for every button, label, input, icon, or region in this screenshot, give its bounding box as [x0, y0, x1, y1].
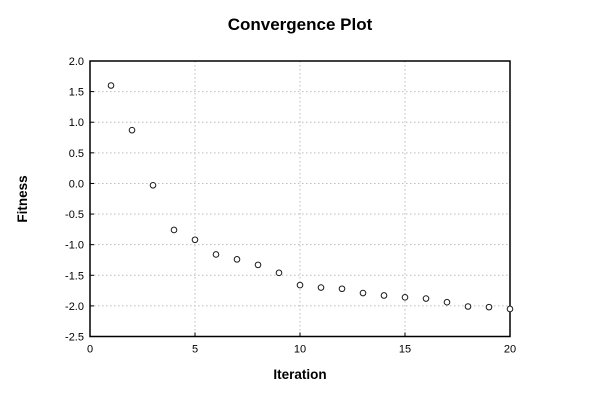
data-point [212, 251, 220, 258]
y-tick-label: 1.0 [69, 117, 84, 129]
data-point [275, 269, 283, 277]
data-point [149, 181, 157, 189]
y-tick-label: -1.0 [65, 240, 84, 252]
data-point [233, 256, 241, 263]
data-point [506, 305, 514, 313]
data-point [338, 285, 346, 293]
data-point [359, 289, 367, 297]
data-point [485, 303, 493, 311]
x-tick-label: 5 [192, 344, 198, 356]
data-point [107, 82, 115, 89]
gridlines-group [90, 61, 510, 337]
data-point [422, 295, 430, 302]
plot-area-border [89, 60, 511, 338]
x-tick-label: 0 [87, 344, 93, 356]
chart-title: Convergence Plot [228, 15, 373, 34]
y-tick-label: 0.0 [69, 178, 84, 190]
data-point [380, 292, 388, 299]
data-points-group [107, 82, 514, 313]
data-point [128, 126, 136, 134]
data-point [170, 226, 178, 234]
y-tick-label: -1.5 [65, 270, 84, 282]
data-point [296, 281, 304, 289]
data-point [464, 303, 472, 310]
tick-labels-group: 0 5 10 15 20 2.0 1.5 1.0 0.5 0.0 -0.5 -1.0 -1.5 -2.0 -… [65, 56, 516, 356]
data-point [401, 294, 409, 301]
x-tick-label: 15 [399, 344, 411, 356]
y-tick-label: -2.0 [65, 301, 84, 313]
data-point [443, 298, 451, 306]
y-tick-label: 0.5 [69, 148, 84, 160]
y-axis-label: Fitness [15, 175, 30, 222]
data-point [191, 236, 199, 244]
x-tick-label: 10 [294, 344, 306, 356]
y-tick-label: -0.5 [65, 209, 84, 221]
data-point [317, 284, 325, 291]
y-tick-label: -2.5 [65, 332, 84, 344]
x-tick-label: 20 [504, 344, 516, 356]
y-tick-label: 2.0 [69, 56, 84, 68]
y-tick-label: 1.5 [69, 87, 84, 99]
x-axis-label: Iteration [273, 367, 326, 382]
data-point [254, 261, 262, 269]
